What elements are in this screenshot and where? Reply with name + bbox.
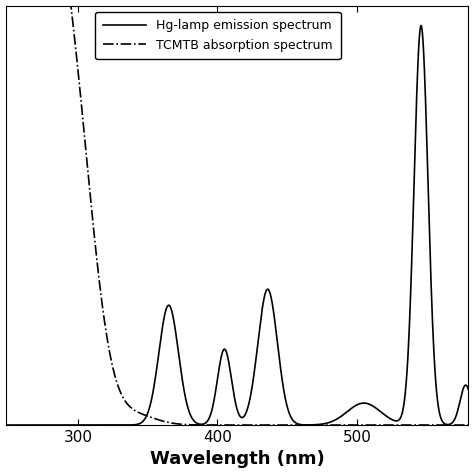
TCMTB absorption spectrum <box>289 422 294 428</box>
TCMTB absorption spectrum <box>90 213 95 219</box>
TCMTB absorption spectrum <box>359 422 365 428</box>
Line: TCMTB absorption spectrum: TCMTB absorption spectrum <box>6 0 474 425</box>
Hg-lamp emission spectrum <box>358 401 364 406</box>
Hg-lamp emission spectrum <box>395 418 401 424</box>
Hg-lamp emission spectrum <box>418 23 424 28</box>
Line: Hg-lamp emission spectrum: Hg-lamp emission spectrum <box>6 26 474 425</box>
TCMTB absorption spectrum <box>395 422 401 428</box>
TCMTB absorption spectrum <box>185 422 191 428</box>
TCMTB absorption spectrum <box>313 422 319 428</box>
Hg-lamp emission spectrum <box>289 415 294 421</box>
Hg-lamp emission spectrum <box>3 422 9 428</box>
Hg-lamp emission spectrum <box>185 404 191 410</box>
Hg-lamp emission spectrum <box>313 422 319 428</box>
Hg-lamp emission spectrum <box>89 422 95 428</box>
X-axis label: Wavelength (nm): Wavelength (nm) <box>150 450 324 468</box>
Legend: Hg-lamp emission spectrum, TCMTB absorption spectrum: Hg-lamp emission spectrum, TCMTB absorpt… <box>95 12 340 59</box>
